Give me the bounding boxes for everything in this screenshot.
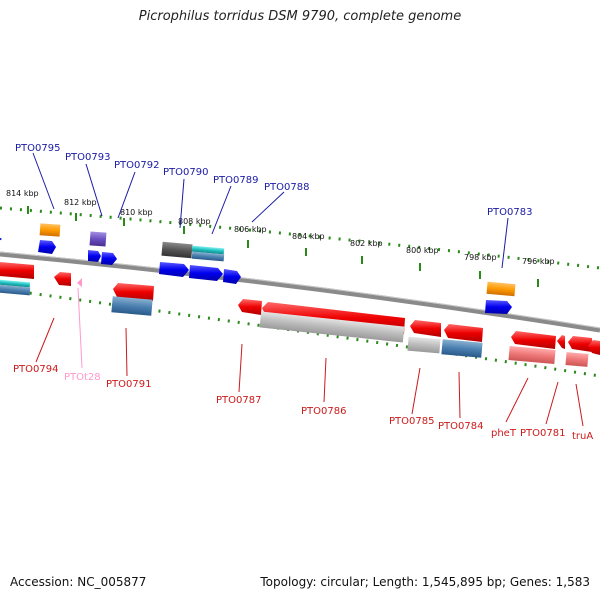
gene-label: PTO0792 xyxy=(114,160,159,171)
gene-arrow xyxy=(101,252,117,265)
gene-label: PTO0785 xyxy=(389,416,434,427)
gene-box xyxy=(0,279,31,288)
gene-box xyxy=(407,336,441,354)
gene-arrow xyxy=(189,265,223,281)
kbp-tick-label: 798 kbp xyxy=(464,253,497,262)
kbp-tick-label: 800 kbp xyxy=(406,246,439,255)
gene-box xyxy=(259,311,405,343)
kbp-tick-label: 796 kbp xyxy=(522,257,555,266)
gene-box xyxy=(161,241,193,259)
gene-label: PTO0794 xyxy=(13,364,58,375)
kbp-tick-label: 802 kbp xyxy=(350,239,383,248)
gene-arrow xyxy=(557,335,565,349)
gene-label: PTO0786 xyxy=(301,406,346,417)
gene-label: PTO0789 xyxy=(213,175,258,186)
top-gene-labels: PTO0795 PTO0793 PTO0792 PTO0790 PTO0789 … xyxy=(15,143,532,218)
genome-summary-text: Topology: circular; Length: 1,545,895 bp… xyxy=(260,575,590,589)
gene-box xyxy=(89,231,107,247)
gene-arrow xyxy=(38,240,56,254)
gene-arrow xyxy=(54,272,71,286)
kbp-tick-label: 808 kbp xyxy=(178,217,211,226)
gene-arrow xyxy=(444,324,483,342)
gene-box xyxy=(191,251,225,262)
gene-box xyxy=(191,245,225,255)
bottom-leaders xyxy=(35,287,584,427)
gene-label: PTOt28 xyxy=(64,372,101,383)
top-leaders xyxy=(32,152,509,269)
genome-backbone xyxy=(0,251,600,333)
map-title: Picrophilus torridus DSM 9790, complete … xyxy=(138,9,462,24)
gene-label: pheT xyxy=(491,428,517,439)
gene-arrow xyxy=(223,269,241,284)
gene-arrow xyxy=(88,250,101,262)
bottom-gene-labels: PTO0794 PTOt28 PTO0791 PTO0787 PTO0786 P… xyxy=(13,364,593,442)
kbp-tick-label: 812 kbp xyxy=(64,198,97,207)
gene-arrow xyxy=(0,237,2,241)
gene-box xyxy=(0,284,31,296)
gene-box xyxy=(39,223,61,237)
gene-arrow xyxy=(588,340,600,355)
reverse-genes xyxy=(0,262,600,367)
gene-arrow xyxy=(410,320,441,337)
gene-arrow xyxy=(159,262,189,277)
forward-genes xyxy=(0,223,516,314)
inner-tick-track xyxy=(0,287,600,378)
kbp-tick-label: 810 kbp xyxy=(120,208,153,217)
gene-label: PTO0781 xyxy=(520,428,565,439)
gene-label: PTO0783 xyxy=(487,207,532,218)
gene-arrow xyxy=(511,331,556,349)
gene-box xyxy=(565,352,589,367)
gene-arrow xyxy=(568,336,592,352)
kbp-tick-label: 814 kbp xyxy=(6,189,39,198)
gene-label: PTO0790 xyxy=(163,167,208,178)
gene-arrow xyxy=(113,283,154,301)
gene-label: PTO0791 xyxy=(106,379,151,390)
gene-label: PTO0787 xyxy=(216,395,261,406)
kbp-tick-label: 804 kbp xyxy=(292,232,325,241)
gene-label: PTO0788 xyxy=(264,182,309,193)
outer-tick-track xyxy=(0,206,600,270)
gene-label: PTO0795 xyxy=(15,143,60,154)
gene-label: PTO0784 xyxy=(438,421,483,432)
accession-text: Accession: NC_005877 xyxy=(10,575,147,589)
gene-box xyxy=(508,346,556,364)
gene-arrow xyxy=(485,300,512,314)
gene-label: PTO0793 xyxy=(65,152,110,163)
kbp-tick-label: 806 kbp xyxy=(234,225,267,234)
gene-arrow xyxy=(77,278,82,287)
gene-box xyxy=(111,296,153,316)
gene-box xyxy=(486,281,516,297)
gene-label: truA xyxy=(572,431,593,442)
gene-arrow xyxy=(238,299,262,315)
gene-arrow xyxy=(0,262,34,279)
gene-box xyxy=(441,339,483,358)
major-ticks xyxy=(27,206,539,287)
